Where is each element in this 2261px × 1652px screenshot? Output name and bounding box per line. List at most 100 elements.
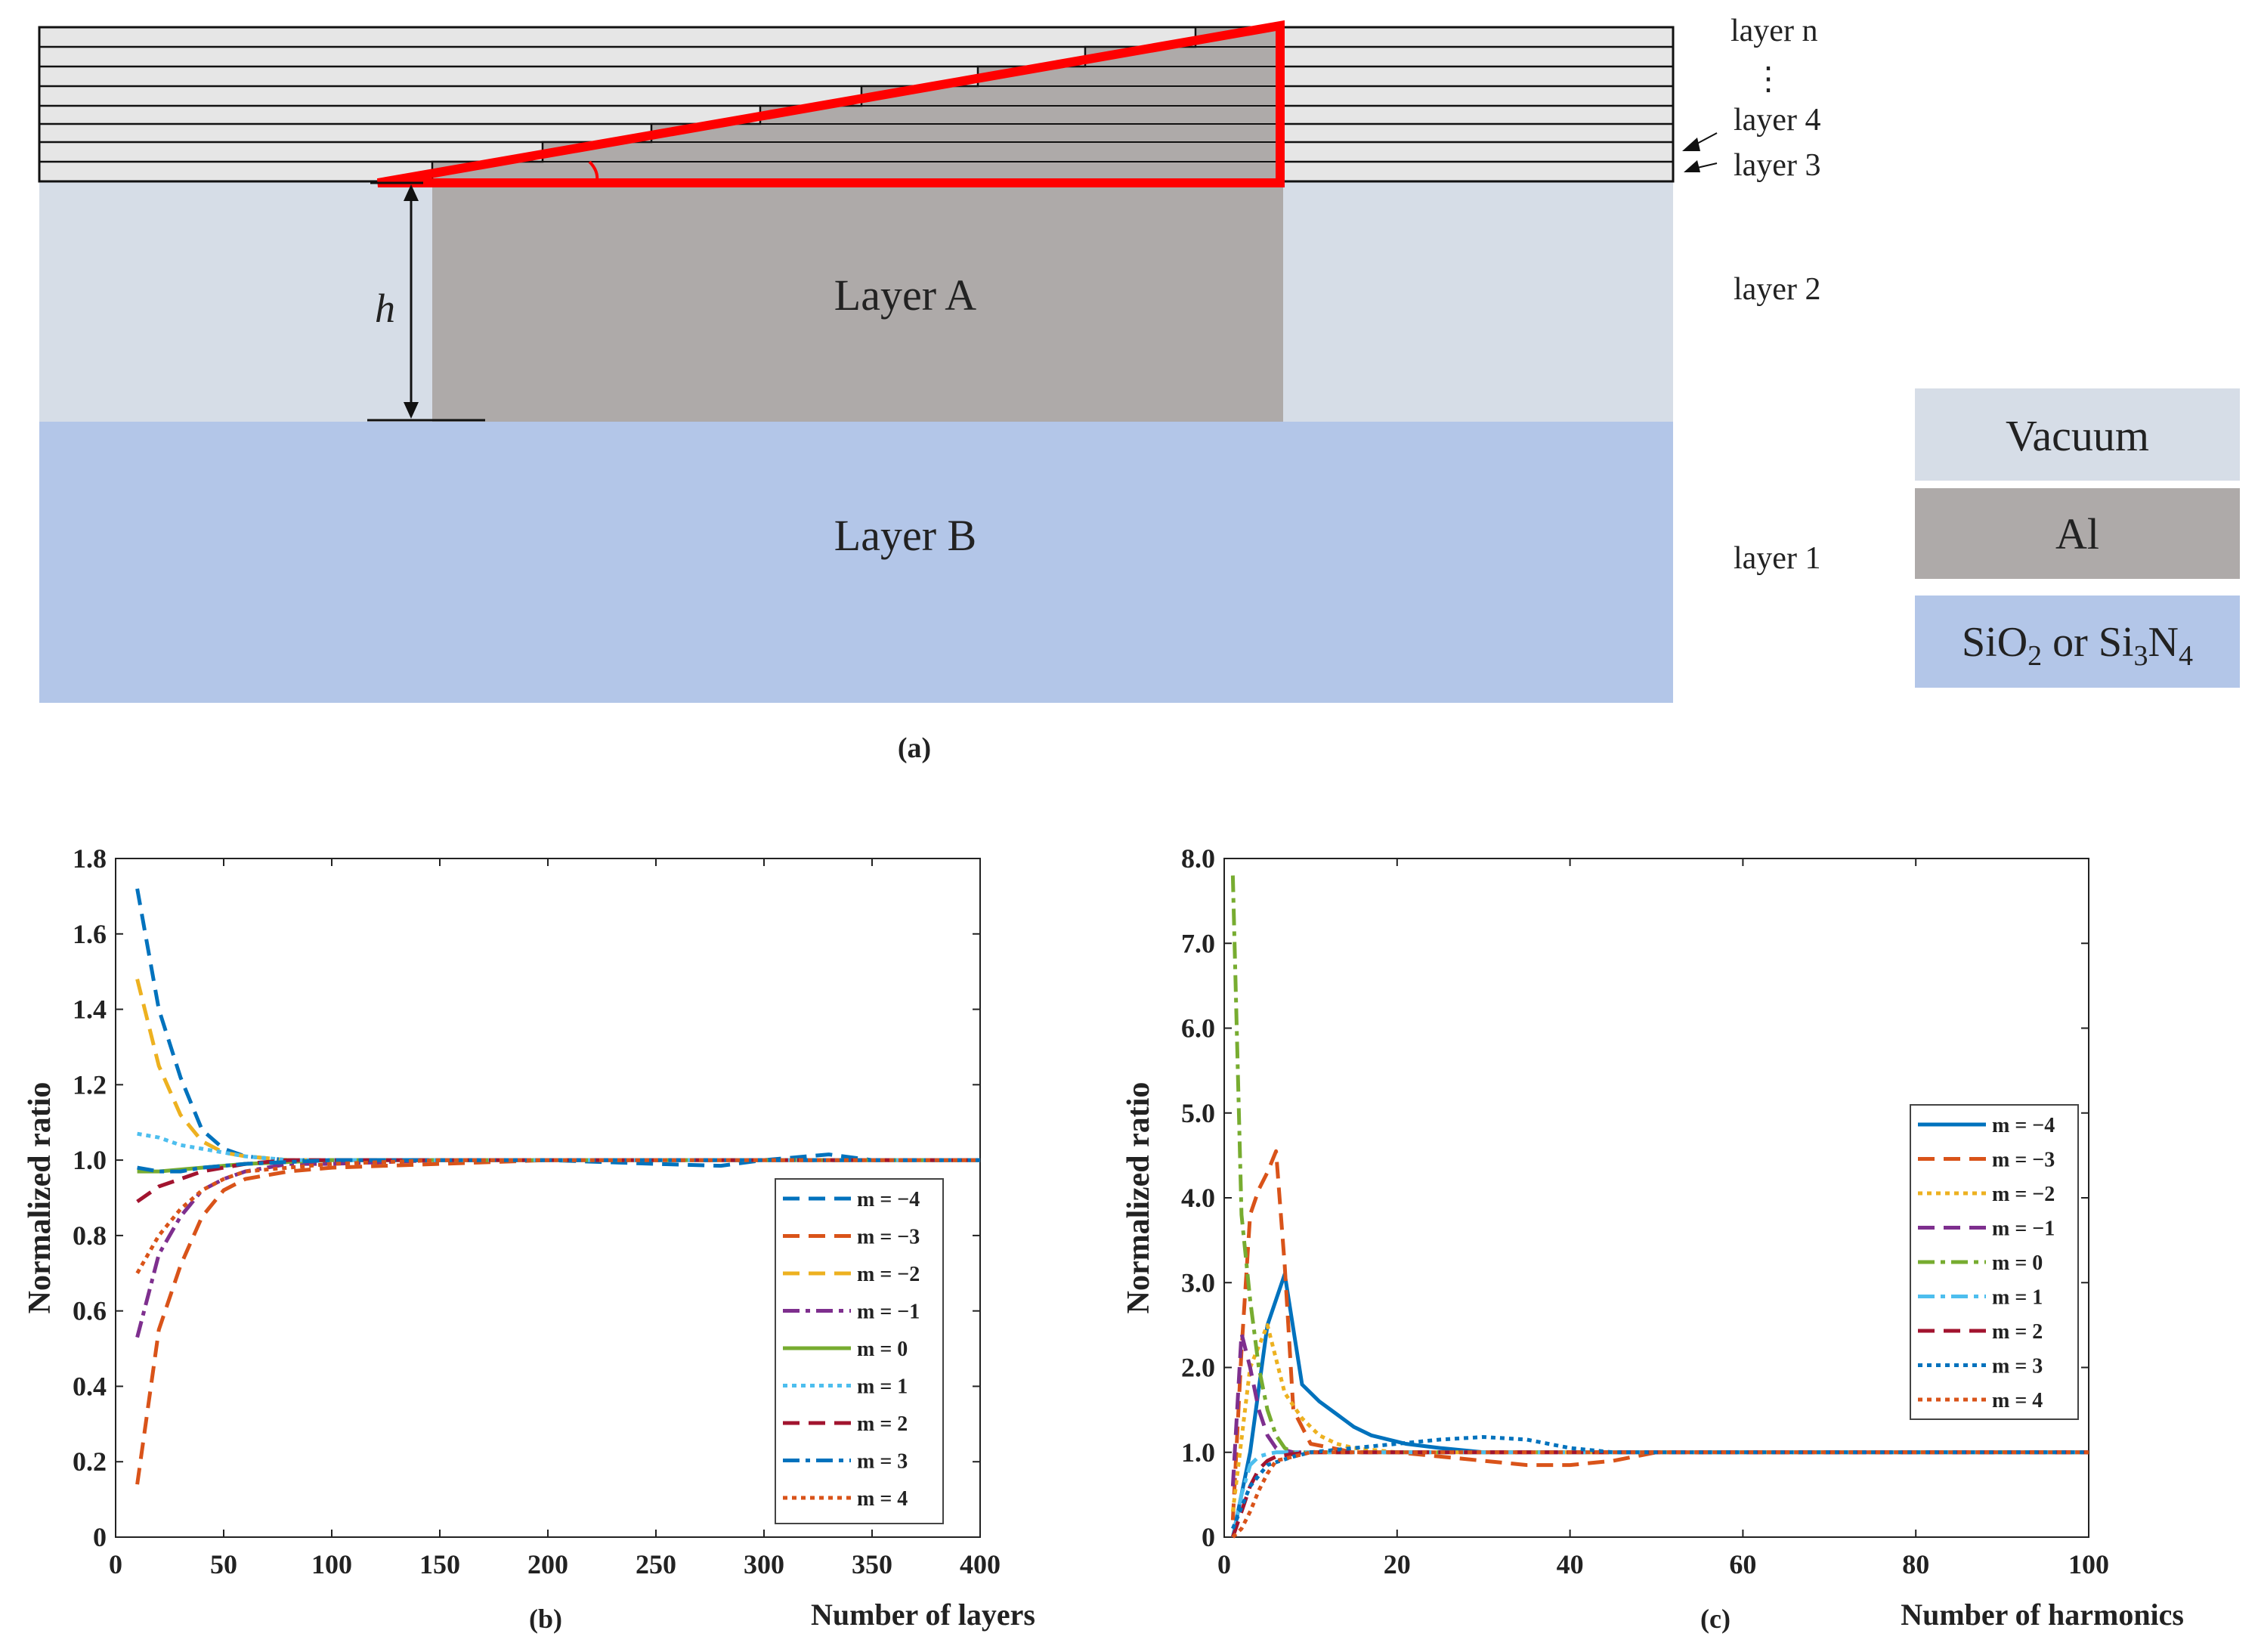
legend-entry-label: m = 2 <box>1992 1320 2043 1344</box>
y-tick-label: 3.0 <box>1181 1267 1215 1298</box>
chart-c: 0 1.0 2.0 3.0 4.0 5.0 6.0 7.0 8.0 0 20 40 60 80 100 m … <box>1121 843 2184 1634</box>
legend-entry-label: m = 3 <box>1992 1355 2043 1378</box>
series-line-c-1 <box>1230 1149 2089 1521</box>
chart-c-caption: (c) <box>1700 1604 1731 1634</box>
x-tick-label: 100 <box>2068 1549 2109 1579</box>
y-tick-label: 0.2 <box>73 1446 107 1477</box>
chart-b-series <box>135 888 980 1485</box>
arrow-layer-3-line <box>1697 162 1718 169</box>
legend-entry-label: m = 4 <box>1992 1389 2043 1412</box>
x-tick-label: 250 <box>636 1549 676 1579</box>
label-layer-4: layer 4 <box>1734 103 1820 138</box>
x-tick-label: 400 <box>960 1549 1001 1579</box>
legend-entry-label: m = 1 <box>1992 1286 2043 1310</box>
legend-entry-label: m = 0 <box>857 1338 908 1361</box>
legend-entry-label: m = −1 <box>857 1301 920 1324</box>
x-tick-label: 100 <box>311 1549 352 1579</box>
legend-entry-label: m = 1 <box>857 1375 908 1399</box>
legend-entry-label: m = 2 <box>857 1412 908 1436</box>
legend-substrate-label: SiO2 or Si3N4 <box>1962 619 2193 672</box>
y-tick-label: 1.4 <box>73 995 107 1025</box>
y-tick-label: 1.6 <box>73 919 107 949</box>
y-tick-label: 1.2 <box>73 1069 107 1100</box>
x-tick-label: 60 <box>1729 1549 1756 1579</box>
y-tick-label: 7.0 <box>1181 928 1215 958</box>
legend-vacuum-label: Vacuum <box>2006 411 2149 460</box>
legend-entry-label: m = 0 <box>1992 1251 2043 1275</box>
chart-b-legend-box <box>775 1178 944 1524</box>
chart-c-legend: m = −4 m = −3 m = −2 m = −1 m = 0 m = 1 m = 2 m… <box>1910 1104 2079 1420</box>
label-layer-3: layer 3 <box>1734 148 1820 183</box>
x-tick-label: 0 <box>1217 1549 1231 1579</box>
x-tick-label: 300 <box>744 1549 784 1579</box>
x-tick-label: 80 <box>1902 1549 1929 1579</box>
legend-entry-label: m = 4 <box>857 1487 908 1511</box>
series-line-b-8 <box>135 1158 980 1275</box>
chart-b-caption: (b) <box>529 1604 562 1634</box>
y-tick-label: 0.6 <box>73 1296 107 1326</box>
x-tick-label: 200 <box>527 1549 568 1579</box>
y-tick-label: 8.0 <box>1181 843 1215 874</box>
y-tick-label: 5.0 <box>1181 1098 1215 1128</box>
red-triangle-outline <box>376 20 1285 187</box>
layer-a-region <box>432 181 1283 422</box>
height-label: h <box>375 286 395 331</box>
y-tick-label: 4.0 <box>1181 1183 1215 1213</box>
y-tick-label: 0 <box>1202 1522 1215 1552</box>
legend-entry-label: m = −3 <box>857 1226 920 1249</box>
caption-a: (a) <box>898 732 931 764</box>
series-line-c-3 <box>1230 1332 2089 1486</box>
y-tick-label: 1.0 <box>73 1145 107 1175</box>
legend-vacuum-swatch <box>1915 388 2240 481</box>
y-tick-label: 1.0 <box>1181 1437 1215 1468</box>
chart-b-legend: m = −4 m = −3 m = −2 m = −1 m = 0 m = 1 m = 2 m… <box>775 1178 944 1524</box>
label-layer-2: layer 2 <box>1734 272 1820 307</box>
label-layer-n: layer n <box>1731 14 1817 48</box>
x-tick-label: 350 <box>852 1549 892 1579</box>
chart-c-series <box>1230 875 2089 1539</box>
x-tick-label: 20 <box>1384 1549 1411 1579</box>
diagram-a: h Layer A Layer B layer n ⋮ layer 4 laye… <box>38 14 2240 764</box>
x-tick-label: 0 <box>109 1549 122 1579</box>
series-line-c-7 <box>1231 1435 2089 1530</box>
legend-entry-label: m = −2 <box>1992 1183 2055 1206</box>
legend-entry-label: m = −4 <box>1992 1114 2055 1137</box>
y-tick-label: 0 <box>93 1522 107 1552</box>
chart-c-ylabel: Normalized ratio <box>1121 1082 1156 1314</box>
layer-a-label: Layer A <box>834 271 977 320</box>
arrow-layer-4-head <box>1682 138 1700 151</box>
legend-entry-label: m = −1 <box>1992 1217 2055 1241</box>
chart-c-ticks: 0 1.0 2.0 3.0 4.0 5.0 6.0 7.0 8.0 0 20 40 60 80 100 <box>1181 843 2109 1579</box>
chart-b-xlabel: Number of layers <box>811 1598 1035 1632</box>
y-tick-label: 0.8 <box>73 1220 107 1251</box>
y-tick-label: 2.0 <box>1181 1353 1215 1383</box>
x-tick-label: 150 <box>419 1549 460 1579</box>
height-arrow-up-head <box>404 184 419 201</box>
y-tick-label: 6.0 <box>1181 1013 1215 1044</box>
chart-b: 0 0.2 0.4 0.6 0.8 1.0 1.2 1.4 1.6 1.8 0 50 100 150 200… <box>23 843 1035 1634</box>
height-arrow-down-head <box>404 402 419 419</box>
series-line-c-6 <box>1231 1450 2089 1538</box>
legend-entry-label: m = −2 <box>857 1263 920 1286</box>
chart-b-ylabel: Normalized ratio <box>23 1082 57 1314</box>
label-layer-dots: ⋮ <box>1752 62 1784 97</box>
layer-b-region <box>39 422 1673 703</box>
staircase-inner-lines <box>543 46 1283 162</box>
legend-entry-label: m = −4 <box>857 1188 920 1211</box>
arrow-layer-3-head <box>1684 160 1700 172</box>
chart-c-xlabel: Number of harmonics <box>1901 1598 2184 1632</box>
layer-b-label: Layer B <box>834 511 976 560</box>
legend-al-label: Al <box>2055 509 2099 558</box>
x-tick-label: 40 <box>1557 1549 1584 1579</box>
legend-entry-label: m = −3 <box>1992 1149 2055 1172</box>
material-legend: Vacuum Al SiO2 or Si3N4 <box>1915 388 2240 688</box>
chart-b-ticks: 0 0.2 0.4 0.6 0.8 1.0 1.2 1.4 1.6 1.8 0 50 100 150 200… <box>73 843 1001 1579</box>
label-layer-1: layer 1 <box>1734 541 1820 576</box>
legend-al-swatch <box>1915 488 2240 579</box>
legend-entry-label: m = 3 <box>857 1450 908 1474</box>
angle-arc <box>588 160 599 182</box>
series-line-c-8 <box>1231 1450 2089 1539</box>
legend-substrate-swatch <box>1915 596 2240 688</box>
y-tick-label: 1.8 <box>73 843 107 874</box>
